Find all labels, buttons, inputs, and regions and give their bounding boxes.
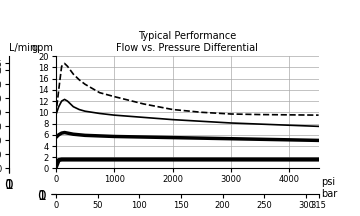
Text: bar: bar xyxy=(321,189,337,199)
Text: psi: psi xyxy=(321,178,336,187)
Text: L/min: L/min xyxy=(9,43,36,53)
Text: gpm: gpm xyxy=(31,43,53,53)
Title: Typical Performance
Flow vs. Pressure Differential: Typical Performance Flow vs. Pressure Di… xyxy=(116,31,258,53)
